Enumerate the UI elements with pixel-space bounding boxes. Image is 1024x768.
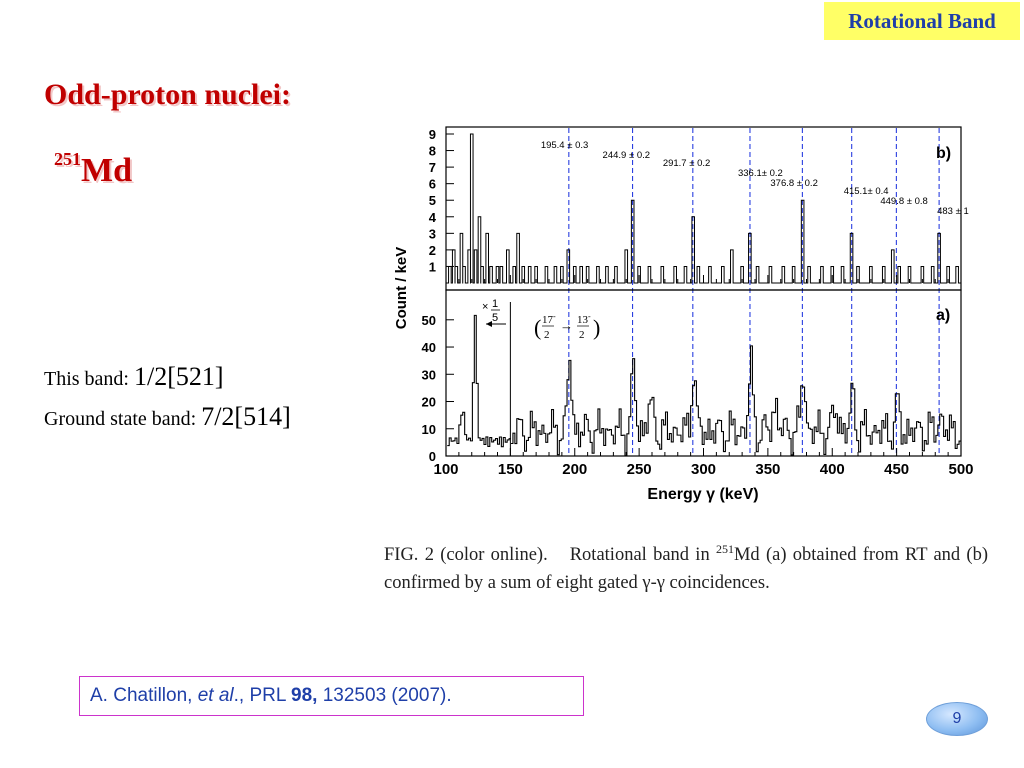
isotope-mass: 251 (54, 148, 81, 169)
ref-page-year: 132503 (2007). (317, 685, 452, 706)
y-tick-label: 0 (429, 449, 436, 464)
ref-authors: A. Chatillon, (90, 685, 198, 706)
transition-to-num: 13 (577, 314, 589, 326)
y-tick-label: 2 (429, 243, 436, 258)
x-tick-label: 300 (691, 461, 716, 478)
y-axis-label: Count / keV (393, 247, 410, 330)
scale-times: × (482, 301, 488, 313)
y-tick-label: 9 (429, 127, 436, 142)
transition-to-den: 2 (579, 329, 585, 341)
peak-label: 244.9 ± 0.2 (603, 150, 650, 161)
x-tick-label: 250 (627, 461, 652, 478)
peak-label: 376.8 ± 0.2 (770, 178, 817, 189)
panel-a-frame (445, 289, 962, 457)
peak-label: 336.1± 0.2 (738, 168, 783, 179)
x-axis-label: Energy γ (keV) (647, 486, 758, 503)
y-tick-label: 10 (422, 422, 436, 437)
panel-a-label: a) (936, 307, 950, 324)
x-tick-label: 500 (948, 461, 973, 478)
axis-ticks (445, 133, 962, 457)
x-tick-label: 400 (820, 461, 845, 478)
ref-etal: et al (197, 685, 234, 706)
y-tick-label: 8 (429, 144, 436, 159)
panel-a-histogram (511, 345, 961, 457)
transition-from-num: 17 (542, 314, 554, 326)
y-tick-label: 3 (429, 226, 436, 241)
ground-band-value: 7/2[514] (201, 402, 291, 431)
ground-band-line: Ground state band: 7/2[514] (44, 402, 291, 432)
ref-volume: 98, (291, 685, 318, 706)
section-tag: Rotational Band (824, 2, 1020, 40)
y-tick-label: 7 (429, 160, 436, 175)
slide-heading: Odd-proton nuclei: (44, 78, 291, 111)
peak-label: 291.7 ± 0.2 (663, 158, 710, 169)
figure-caption: FIG. 2 (color online). Rotational band in… (384, 535, 988, 597)
transition-from-den: 2 (544, 329, 550, 341)
panel-b-histogram (446, 133, 961, 284)
peak-energy-labels: 195.4 ± 0.3 244.9 ± 0.2 291.7 ± 0.2 336.1± … (541, 140, 969, 217)
this-band-value: 1/2[521] (134, 362, 224, 391)
panel-b-y-tick-labels: 12 34 56 78 9 (429, 127, 437, 274)
transition-arrow: → (560, 318, 573, 333)
transition-from-sup: - (553, 312, 556, 321)
transition-annotation: ( 17 - 2 → 13 - 2 ) (534, 312, 600, 341)
panel-a-y-tick-labels: 0 10 20 30 40 50 (422, 313, 436, 464)
page-number: 9 (952, 710, 962, 727)
panel-b-frame (445, 126, 962, 291)
this-band-line: This band: 1/2[521] (44, 362, 224, 392)
peak-label: 415.1± 0.4 (844, 186, 889, 197)
isotope-symbol: Md (81, 152, 132, 189)
panel-b-counts (446, 133, 961, 284)
caption-title: Rotational band in (569, 545, 710, 566)
y-tick-label: 6 (429, 177, 436, 192)
y-tick-label: 40 (422, 340, 436, 355)
page-number-badge: 9 (926, 702, 988, 736)
x-tick-label: 200 (562, 461, 587, 478)
ground-band-label: Ground state band: (44, 408, 197, 430)
x-tick-label: 100 (433, 461, 458, 478)
x-tick-label: 150 (498, 461, 523, 478)
peak-label: 483 ± 1 (937, 206, 969, 217)
this-band-label: This band: (44, 368, 129, 390)
panel-b-label: b) (936, 145, 951, 162)
y-tick-label: 50 (422, 313, 436, 328)
scale-top: 1 (492, 298, 498, 310)
scale-bottom: 5 (492, 312, 498, 324)
x-tick-labels: 100 150 200 250 300 350 400 450 500 (433, 461, 973, 478)
transition-close: ) (593, 315, 600, 340)
x-tick-label: 350 (755, 461, 780, 478)
y-tick-label: 4 (429, 210, 437, 225)
peak-label: 195.4 ± 0.3 (541, 140, 588, 151)
isotope-label: 251Md (54, 148, 132, 190)
x-tick-label: 450 (884, 461, 909, 478)
caption-mass: 251 (715, 542, 734, 556)
peak-label: 449.8 ± 0.8 (880, 196, 927, 207)
ref-journal: ., PRL (233, 685, 292, 706)
transition-open: ( (534, 315, 541, 340)
transition-to-sup: - (588, 312, 591, 321)
y-tick-label: 1 (429, 259, 436, 274)
caption-rest: Md (a) obtained from RT and (b) confirme… (384, 545, 989, 594)
reference-box: A. Chatillon, et al., PRL 98, 132503 (20… (79, 676, 584, 716)
panel-a-scaled-region (447, 314, 512, 448)
scale-annotation: × 1 5 (482, 298, 506, 327)
peak-guide-lines (568, 128, 940, 455)
caption-lead: FIG. 2 (color online). (384, 545, 548, 566)
y-tick-label: 20 (422, 395, 436, 410)
y-tick-label: 30 (422, 367, 436, 382)
y-tick-label: 5 (429, 193, 436, 208)
